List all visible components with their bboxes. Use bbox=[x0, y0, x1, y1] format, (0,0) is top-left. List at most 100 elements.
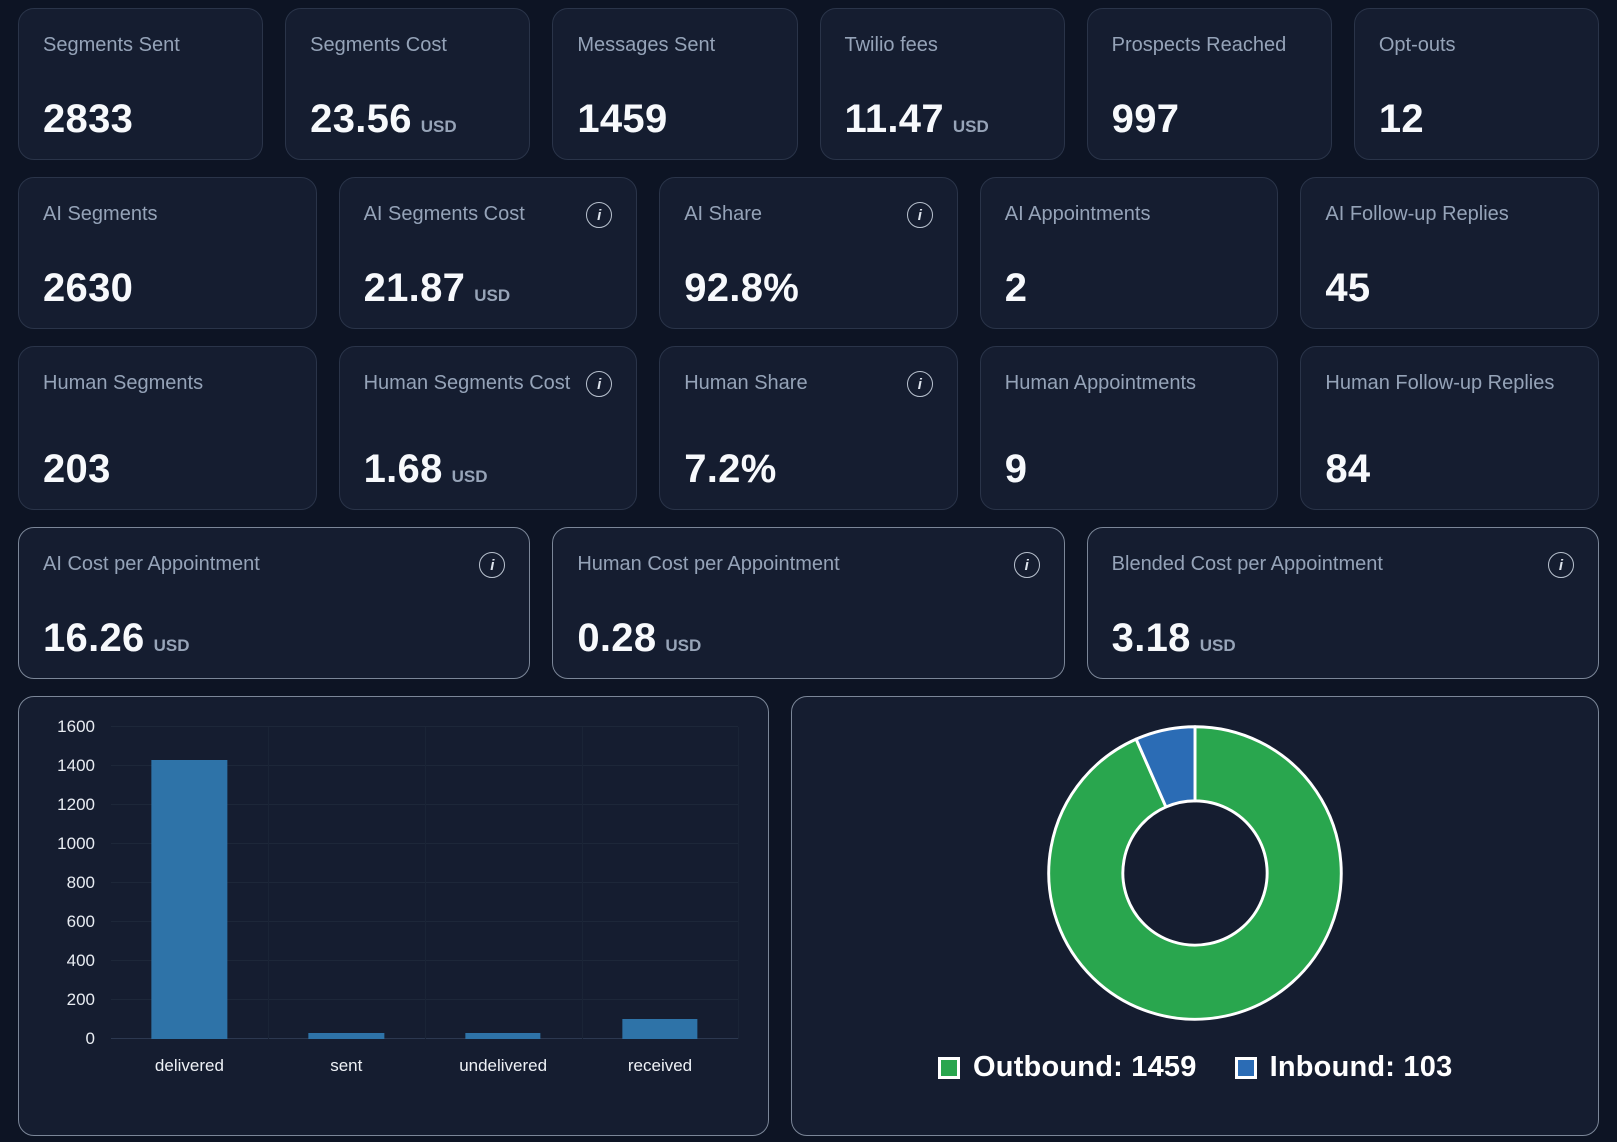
stat-unit: USD bbox=[474, 286, 511, 305]
stat-card-ai-cost-per-appointment: AI Cost per Appointment i 16.26 USD bbox=[18, 527, 531, 679]
stat-label: Human Share bbox=[684, 372, 808, 394]
stat-value: 45 bbox=[1325, 266, 1371, 310]
stat-label: Opt-outs bbox=[1378, 34, 1456, 56]
gridline bbox=[738, 727, 740, 1039]
y-tick-label: 1600 bbox=[57, 717, 95, 736]
x-tick-label: undelivered bbox=[459, 1056, 548, 1075]
direction-donut-chart-card: Outbound: 1459 Inbound: 103 bbox=[791, 696, 1599, 1136]
stat-label: Human Follow-up Replies bbox=[1325, 372, 1555, 394]
gridline bbox=[267, 727, 269, 1039]
stat-card-ai-share: AI Share i 92.8% bbox=[659, 177, 958, 329]
stat-value: 9 bbox=[1004, 447, 1028, 491]
legend-item-outbound[interactable]: Outbound: 1459 bbox=[938, 1051, 1197, 1084]
stat-unit: USD bbox=[665, 636, 702, 655]
info-icon[interactable]: i bbox=[906, 371, 933, 397]
stat-card-human-share: Human Share i 7.2% bbox=[659, 346, 958, 510]
info-icon[interactable]: i bbox=[586, 202, 613, 228]
bar-chart-plot-area: 0 200 400 600 800 1000 1200 1400 1600 delivered se… bbox=[57, 717, 740, 1075]
stat-label: Messages Sent bbox=[577, 34, 716, 56]
donut-slice-outbound[interactable] bbox=[1047, 725, 1343, 1021]
stat-label: Human Cost per Appointment bbox=[577, 553, 840, 575]
stat-card-ai-segments-cost: AI Segments Cost i 21.87 USD bbox=[338, 177, 638, 329]
stat-value: 0.28 bbox=[577, 616, 657, 660]
outbound-swatch-icon bbox=[938, 1056, 961, 1079]
stat-unit: USD bbox=[153, 636, 190, 655]
stat-label: AI Segments Cost bbox=[363, 203, 525, 225]
stats-row-3: Human Segments 203 Human Segments Cost i … bbox=[18, 346, 1599, 510]
gridline bbox=[111, 726, 739, 727]
x-tick-label: delivered bbox=[154, 1056, 224, 1075]
bar-chart: 0 200 400 600 800 1000 1200 1400 1600 delivered se… bbox=[33, 713, 754, 1121]
legend-item-inbound[interactable]: Inbound: 103 bbox=[1234, 1051, 1453, 1084]
stat-unit: USD bbox=[451, 467, 488, 486]
bar-delivered[interactable] bbox=[151, 760, 228, 1039]
stat-value: 23.56 bbox=[310, 97, 412, 141]
stat-value: 2630 bbox=[43, 266, 134, 310]
bar-undelivered[interactable] bbox=[465, 1032, 541, 1039]
stat-label: Human Segments Cost bbox=[363, 372, 571, 394]
stat-label: AI Share bbox=[684, 203, 763, 225]
stat-value: 7.2% bbox=[684, 447, 777, 491]
stat-card-segments-sent: Segments Sent 2833 bbox=[18, 8, 264, 160]
stat-label: AI Segments bbox=[43, 203, 158, 225]
stat-label: Segments Sent bbox=[43, 34, 180, 56]
y-tick-label: 400 bbox=[66, 951, 95, 970]
stat-value: 11.47 bbox=[844, 97, 944, 141]
y-tick-label: 600 bbox=[66, 912, 95, 931]
stat-value: 16.26 bbox=[43, 616, 145, 660]
stat-value: 1.68 bbox=[363, 447, 443, 491]
stat-card-blended-cost-per-appointment: Blended Cost per Appointment i 3.18 USD bbox=[1086, 527, 1599, 679]
bar-received[interactable] bbox=[622, 1018, 698, 1039]
charts-row: 0 200 400 600 800 1000 1200 1400 1600 delivered se… bbox=[18, 696, 1599, 1136]
delivery-bar-chart-card: 0 200 400 600 800 1000 1200 1400 1600 delivered se… bbox=[18, 696, 770, 1136]
x-tick-label: sent bbox=[330, 1056, 363, 1075]
stat-card-human-follow-up-replies: Human Follow-up Replies 84 bbox=[1300, 346, 1599, 510]
stat-card-prospects-reached: Prospects Reached 997 bbox=[1086, 8, 1332, 160]
x-tick-label: received bbox=[627, 1056, 693, 1075]
y-tick-label: 1000 bbox=[57, 834, 95, 853]
legend-label: Inbound: 103 bbox=[1269, 1051, 1453, 1083]
stat-label: Blended Cost per Appointment bbox=[1111, 553, 1383, 575]
y-tick-label: 1400 bbox=[57, 756, 95, 775]
legend-label: Outbound: 1459 bbox=[973, 1051, 1197, 1083]
bar-sent[interactable] bbox=[308, 1032, 384, 1039]
stats-row-1: Segments Sent 2833 Segments Cost 23.56 US… bbox=[18, 8, 1599, 160]
stat-label: AI Appointments bbox=[1004, 203, 1151, 225]
stat-value: 21.87 bbox=[363, 266, 466, 310]
stat-value: 997 bbox=[1111, 97, 1180, 141]
stat-value: 12 bbox=[1378, 97, 1424, 141]
stat-card-segments-cost: Segments Cost 23.56 USD bbox=[285, 8, 531, 160]
info-icon[interactable]: i bbox=[906, 202, 933, 228]
stat-card-ai-segments: AI Segments 2630 bbox=[18, 177, 317, 329]
stat-unit: USD bbox=[1199, 636, 1236, 655]
stat-value: 203 bbox=[43, 447, 111, 491]
stats-row-2: AI Segments 2630 AI Segments Cost i 21.87… bbox=[18, 177, 1599, 329]
stat-value: 84 bbox=[1325, 447, 1371, 491]
y-tick-label: 1200 bbox=[57, 795, 95, 814]
stat-value: 92.8% bbox=[684, 266, 800, 310]
stat-card-messages-sent: Messages Sent 1459 bbox=[552, 8, 798, 160]
stats-row-4: AI Cost per Appointment i 16.26 USD Human … bbox=[18, 527, 1599, 679]
stat-label: Segments Cost bbox=[310, 34, 447, 56]
info-icon[interactable]: i bbox=[1013, 552, 1040, 578]
donut-svg bbox=[1047, 725, 1343, 1021]
donut-legend: Outbound: 1459 Inbound: 103 bbox=[806, 1051, 1584, 1084]
stat-label: AI Cost per Appointment bbox=[43, 553, 260, 575]
info-icon[interactable]: i bbox=[1547, 552, 1574, 578]
stat-unit: USD bbox=[952, 117, 989, 136]
stat-label: AI Follow-up Replies bbox=[1325, 203, 1509, 225]
stat-card-ai-follow-up-replies: AI Follow-up Replies 45 bbox=[1300, 177, 1599, 329]
stat-card-twilio-fees: Twilio fees 11.47 USD bbox=[819, 8, 1065, 160]
stat-card-opt-outs: Opt-outs 12 bbox=[1353, 8, 1599, 160]
info-icon[interactable]: i bbox=[586, 371, 613, 397]
stat-card-ai-appointments: AI Appointments 2 bbox=[979, 177, 1279, 329]
donut-chart bbox=[806, 713, 1584, 1035]
y-tick-label: 200 bbox=[66, 990, 95, 1009]
stat-card-human-cost-per-appointment: Human Cost per Appointment i 0.28 USD bbox=[552, 527, 1065, 679]
inbound-swatch-icon bbox=[1234, 1056, 1257, 1079]
stat-card-human-appointments: Human Appointments 9 bbox=[979, 346, 1279, 510]
stat-label: Prospects Reached bbox=[1111, 34, 1287, 56]
donut-slice-inbound[interactable] bbox=[1134, 725, 1197, 809]
stat-value: 2 bbox=[1004, 266, 1028, 310]
info-icon[interactable]: i bbox=[479, 552, 506, 578]
